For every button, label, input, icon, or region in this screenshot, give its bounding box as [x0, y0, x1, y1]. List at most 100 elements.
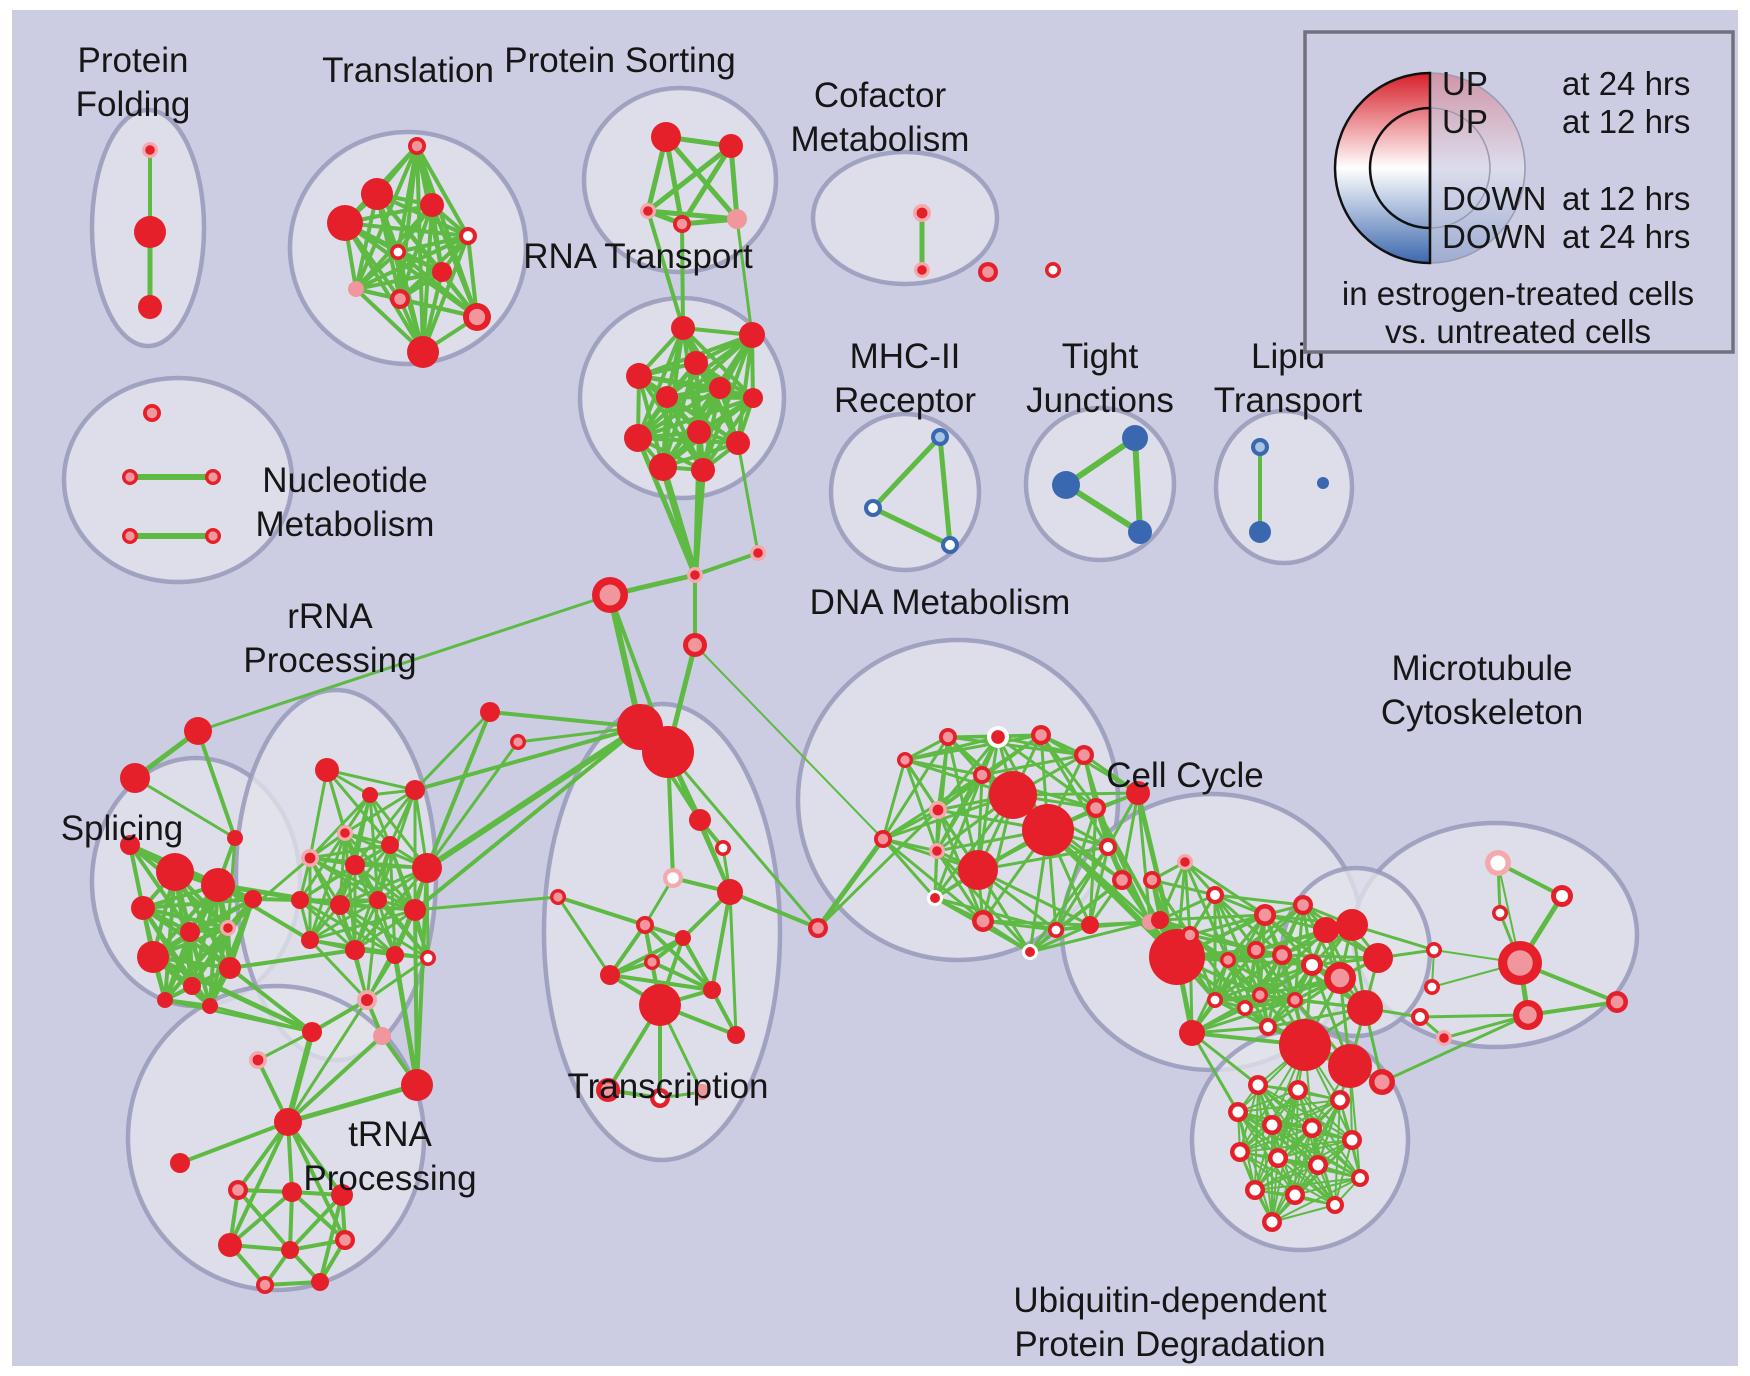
cluster-ellipse-lt [1213, 408, 1355, 566]
edge [368, 793, 429, 870]
node-mc6-center [1610, 995, 1624, 1009]
edge [163, 897, 255, 1002]
node-mc8-center [1427, 982, 1437, 992]
edge [903, 733, 1043, 762]
node-rt8 [624, 424, 652, 452]
node-nm3-center [208, 472, 218, 482]
node-nm1-center [146, 407, 158, 419]
node-dm15-center [976, 914, 990, 928]
node-rr7 [381, 836, 399, 854]
edge [608, 973, 714, 992]
node-tx6-center [639, 919, 651, 931]
node-cc13 [1363, 943, 1393, 973]
node-tr5-center [463, 231, 473, 241]
cluster-label-pf: Protein [78, 41, 189, 80]
edge [1045, 827, 1180, 960]
edge [1254, 948, 1297, 1002]
edge [488, 710, 642, 729]
edge [1239, 1139, 1353, 1153]
node-lt2 [1249, 521, 1271, 543]
node-cc1-center [1258, 908, 1272, 922]
node-ub8-center [1234, 1146, 1246, 1158]
edge [976, 845, 1110, 872]
node-ub4-center [1232, 1106, 1244, 1118]
node-rt2 [739, 322, 765, 348]
legend-direction-label: DOWN [1442, 218, 1546, 255]
edge [308, 793, 372, 860]
edge [263, 1280, 322, 1287]
node-rr9 [291, 891, 309, 909]
edge [903, 758, 939, 853]
edge [338, 843, 392, 907]
node-sp6-center [223, 923, 233, 933]
node-tr4 [327, 205, 363, 241]
edge [354, 250, 400, 291]
node-tx13-center [601, 1083, 615, 1097]
edge [1183, 860, 1267, 917]
edge [636, 326, 685, 440]
edge [1271, 1139, 1353, 1223]
edge [935, 849, 1032, 954]
edge [308, 908, 417, 942]
node-nb [1179, 1020, 1205, 1046]
node-mc3-center [1495, 908, 1505, 918]
edge [701, 396, 755, 472]
node-ub9-center [1272, 1152, 1284, 1164]
node-nm4-center [125, 531, 135, 541]
cluster-label-cc: Cell Cycle [1106, 756, 1264, 795]
node-tr9-center [394, 293, 406, 305]
cluster-label-pf: Folding [76, 85, 191, 124]
edge [285, 1082, 420, 1125]
edge [413, 895, 560, 912]
node-sp2 [201, 868, 235, 902]
node-rr1 [315, 758, 339, 782]
edge [556, 895, 647, 927]
edge [1028, 845, 1110, 954]
node-rt11 [649, 453, 677, 481]
edge [1271, 1204, 1336, 1223]
node-ps1 [651, 122, 681, 152]
node-mh1-center [935, 432, 945, 442]
node-ps5 [727, 209, 747, 229]
edge [1226, 958, 1314, 967]
legend-direction-label: UP [1442, 103, 1488, 140]
cluster-label-cf: Metabolism [791, 120, 970, 159]
node-cc4-center [1276, 949, 1288, 961]
node-rr13 [301, 931, 319, 949]
edge [1271, 1157, 1279, 1223]
node-sp10 [244, 890, 262, 908]
edge [637, 374, 705, 472]
node-rr10 [330, 895, 350, 915]
node-dm16-center [1051, 925, 1061, 935]
cluster-label-sp: Splicing [61, 809, 184, 848]
edge [338, 903, 397, 957]
node-tr8 [348, 281, 364, 297]
node-dm1-center [991, 730, 1005, 744]
edge [318, 1193, 344, 1284]
node-ps3-center [643, 206, 653, 216]
node-st1 [184, 717, 212, 745]
edge [1190, 998, 1297, 1035]
node-nm2-center [125, 472, 135, 482]
node-rr11 [369, 891, 387, 909]
node-ln1 [480, 702, 500, 722]
edge [196, 593, 612, 733]
edge [1120, 791, 1140, 882]
legend-caption-line: vs. untreated cells [1385, 313, 1651, 350]
node-pf2 [134, 216, 166, 248]
edge [736, 441, 760, 555]
node-mc10-center [1439, 1033, 1449, 1043]
edge [353, 788, 417, 867]
edge [208, 1004, 314, 1034]
node-dm11 [958, 850, 998, 890]
edge [286, 1034, 384, 1124]
node-rr14 [345, 940, 365, 960]
cluster-label-tp: Processing [303, 1159, 476, 1198]
node-rt9 [687, 420, 711, 444]
cluster-label-tx: Transcription [568, 1067, 769, 1106]
edge [425, 740, 520, 870]
edge [666, 750, 820, 930]
edge [1239, 1127, 1313, 1153]
edge [178, 1120, 290, 1165]
edge [556, 895, 612, 977]
